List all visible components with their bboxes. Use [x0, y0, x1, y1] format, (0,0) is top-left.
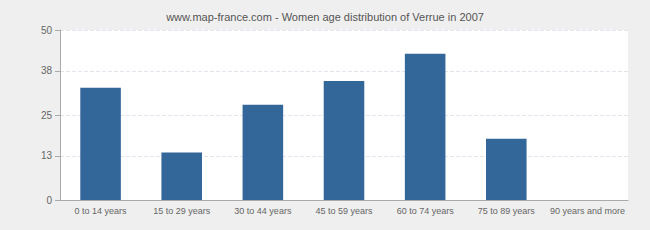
svg-text:0 to 14 years: 0 to 14 years — [75, 206, 128, 216]
svg-text:15 to 29 years: 15 to 29 years — [153, 206, 211, 216]
svg-text:50: 50 — [41, 25, 53, 36]
svg-text:30 to 44 years: 30 to 44 years — [234, 206, 292, 216]
svg-text:13: 13 — [41, 150, 53, 161]
svg-text:0: 0 — [46, 195, 52, 206]
svg-text:60 to 74 years: 60 to 74 years — [397, 206, 455, 216]
svg-text:38: 38 — [41, 65, 53, 76]
svg-text:90 years and more: 90 years and more — [550, 206, 625, 216]
svg-text:25: 25 — [41, 110, 53, 121]
svg-text:45 to 59 years: 45 to 59 years — [315, 206, 373, 216]
svg-text:75 to 89 years: 75 to 89 years — [478, 206, 536, 216]
svg-text:www.map-france.com - Women age: www.map-france.com - Women age distribut… — [165, 11, 484, 23]
